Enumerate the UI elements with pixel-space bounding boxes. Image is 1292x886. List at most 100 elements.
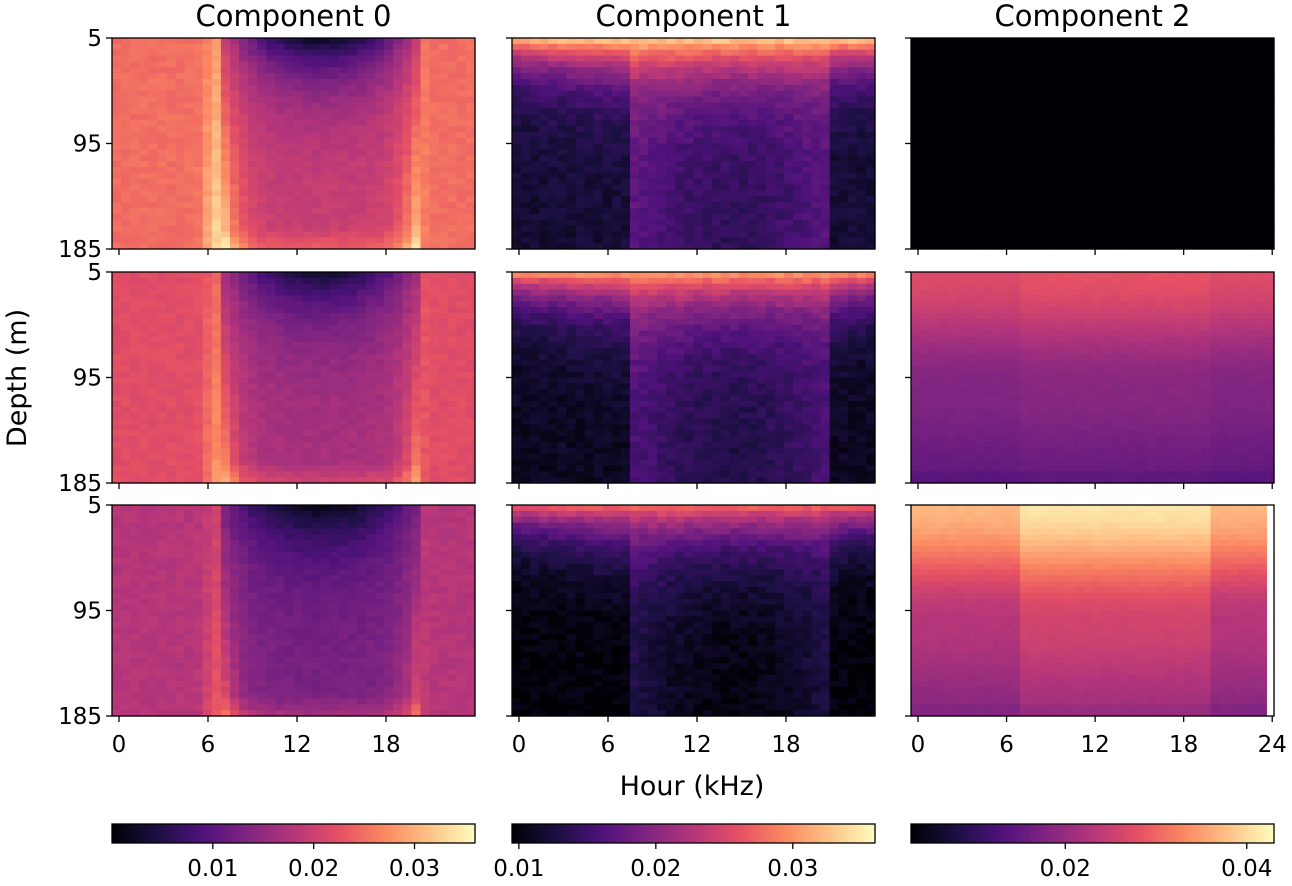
heatmap-cell — [193, 674, 204, 682]
heatmap-cell — [429, 96, 440, 104]
heatmap-cell — [420, 161, 431, 168]
heatmap-cell — [629, 172, 640, 180]
heatmap-cell — [266, 73, 276, 80]
heatmap-cell — [302, 277, 313, 285]
heatmap-cell — [184, 453, 195, 461]
heatmap-cell — [157, 546, 168, 553]
heatmap-cell — [375, 49, 385, 57]
heatmap-cell — [329, 546, 340, 553]
heatmap-cell — [248, 645, 258, 653]
heatmap-cell — [584, 149, 595, 156]
heatmap-cell — [456, 436, 467, 443]
heatmap-cell — [148, 710, 158, 717]
heatmap-cell — [139, 49, 149, 57]
heatmap-cell — [121, 516, 131, 524]
heatmap-cell — [311, 207, 322, 215]
heatmap-cell — [530, 237, 540, 244]
heatmap-cell — [266, 680, 276, 688]
heatmap-cell — [329, 161, 340, 168]
heatmap-cell — [284, 628, 295, 635]
heatmap-cell — [275, 102, 286, 109]
heatmap-cell — [357, 686, 367, 694]
heatmap-cell — [666, 131, 676, 139]
heatmap-cell — [148, 184, 158, 191]
heatmap-cell — [447, 231, 458, 238]
heatmap-cell — [539, 43, 549, 51]
heatmap-cell — [284, 441, 295, 449]
heatmap-cell — [438, 96, 449, 104]
heatmap-cell — [539, 237, 549, 244]
heatmap-cell — [211, 178, 222, 186]
heatmap-cell — [284, 67, 295, 74]
heatmap-cell — [166, 359, 177, 367]
heatmap-cell — [121, 453, 131, 461]
heatmap-cell — [148, 295, 158, 302]
heatmap-cell — [166, 651, 177, 658]
heatmap-cell — [429, 43, 440, 51]
heatmap-cell — [175, 383, 186, 390]
heatmap-cell — [329, 73, 340, 80]
heatmap-cell — [320, 628, 331, 635]
heatmap-cell — [420, 447, 431, 455]
heatmap-cell — [402, 313, 413, 320]
heatmap-cell — [465, 441, 476, 449]
heatmap-cell — [438, 645, 449, 653]
heatmap-cell — [429, 557, 440, 565]
heatmap-cell — [602, 143, 613, 150]
heatmap-cell — [121, 184, 131, 191]
heatmap-cell — [121, 172, 131, 180]
heatmap-cell — [384, 686, 394, 694]
heatmap-cell — [366, 704, 376, 711]
heatmap-cell — [411, 213, 422, 221]
heatmap-cell — [175, 395, 186, 402]
heatmap-cell — [320, 149, 331, 156]
heatmap-cell — [275, 557, 286, 565]
heatmap-cell — [211, 114, 222, 121]
heatmap-cell — [211, 639, 222, 647]
heatmap-cell — [175, 55, 186, 63]
heatmap-cell — [447, 243, 458, 250]
heatmap-cell — [302, 231, 313, 238]
heatmap-cell — [130, 540, 140, 547]
heatmap-cell — [220, 430, 231, 437]
heatmap-cell — [548, 38, 558, 45]
heatmap-cell — [393, 610, 403, 617]
heatmap-cell — [229, 289, 240, 297]
heatmap-cell — [130, 459, 140, 467]
heatmap-cell — [193, 663, 204, 670]
heatmap-cell — [329, 289, 340, 297]
heatmap-cell — [465, 202, 476, 209]
heatmap-cell — [539, 96, 549, 104]
heatmap-cell — [257, 213, 267, 221]
heatmap-cell — [193, 108, 204, 115]
heatmap-cell — [639, 131, 649, 139]
heatmap-cell — [139, 295, 149, 302]
heatmap-cell — [166, 628, 177, 635]
heatmap-cell — [239, 225, 249, 233]
heatmap-cell — [275, 342, 286, 349]
heatmap-cell — [329, 704, 340, 711]
heatmap-cell — [329, 441, 340, 449]
heatmap-cell — [338, 102, 349, 109]
heatmap-cell — [366, 395, 376, 402]
heatmap-cell — [257, 125, 267, 133]
heatmap-cell — [611, 207, 622, 215]
heatmap-cell — [429, 522, 440, 530]
heatmap-cell — [566, 207, 577, 215]
heatmap-cell — [211, 633, 222, 641]
heatmap-cell — [402, 61, 413, 68]
heatmap-cell — [257, 575, 267, 582]
heatmap-cell — [530, 184, 540, 191]
heatmap-cell — [284, 534, 295, 541]
heatmap-cell — [311, 430, 322, 437]
heatmap-cell — [411, 38, 422, 45]
heatmap-cell — [593, 178, 604, 186]
heatmap-cell — [239, 348, 249, 355]
heatmap-cell — [438, 272, 449, 279]
heatmap-cell — [166, 313, 177, 320]
heatmap-cell — [220, 49, 231, 57]
heatmap-cell — [275, 471, 286, 478]
heatmap-cell — [293, 190, 304, 197]
heatmap-cell — [112, 522, 122, 530]
heatmap-cell — [411, 592, 422, 600]
